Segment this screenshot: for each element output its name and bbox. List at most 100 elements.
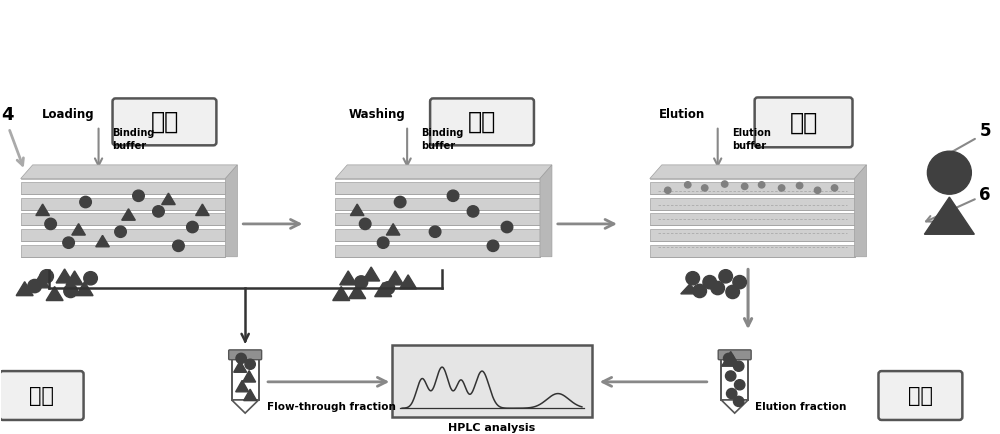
FancyBboxPatch shape	[335, 229, 540, 241]
Text: 洗脱: 洗脱	[789, 110, 818, 135]
Circle shape	[831, 185, 838, 191]
Circle shape	[115, 226, 126, 237]
FancyBboxPatch shape	[335, 182, 540, 194]
Polygon shape	[650, 165, 866, 178]
Circle shape	[429, 226, 441, 237]
Circle shape	[733, 396, 744, 407]
Polygon shape	[333, 286, 350, 300]
Text: 5: 5	[979, 122, 991, 140]
FancyBboxPatch shape	[0, 371, 84, 420]
FancyBboxPatch shape	[755, 98, 853, 147]
Polygon shape	[681, 284, 699, 294]
Circle shape	[778, 185, 785, 191]
Polygon shape	[244, 389, 257, 401]
Polygon shape	[722, 352, 740, 366]
FancyBboxPatch shape	[718, 350, 751, 360]
Circle shape	[84, 272, 97, 285]
Circle shape	[703, 276, 716, 289]
Circle shape	[187, 221, 198, 233]
Text: 上样: 上样	[150, 110, 179, 134]
FancyBboxPatch shape	[113, 99, 216, 145]
Polygon shape	[225, 165, 237, 257]
Text: 淡洗: 淡洗	[468, 110, 496, 134]
Polygon shape	[349, 285, 366, 299]
Polygon shape	[400, 275, 417, 289]
Circle shape	[721, 181, 728, 187]
FancyBboxPatch shape	[650, 197, 855, 210]
Circle shape	[80, 196, 91, 208]
Circle shape	[173, 240, 184, 251]
FancyBboxPatch shape	[21, 197, 225, 210]
Text: Binding
buffer: Binding buffer	[113, 128, 155, 151]
Circle shape	[394, 196, 406, 208]
Polygon shape	[56, 269, 73, 283]
Text: 4: 4	[1, 106, 13, 124]
Polygon shape	[46, 286, 63, 300]
Circle shape	[153, 206, 164, 217]
Circle shape	[723, 353, 734, 363]
Text: Elution: Elution	[659, 108, 705, 121]
Circle shape	[245, 359, 255, 369]
FancyBboxPatch shape	[21, 182, 225, 194]
Text: Elution
buffer: Elution buffer	[732, 128, 771, 151]
FancyBboxPatch shape	[21, 244, 225, 257]
Polygon shape	[66, 271, 83, 285]
Circle shape	[733, 276, 746, 289]
Circle shape	[63, 237, 74, 248]
Circle shape	[927, 151, 971, 194]
Polygon shape	[350, 204, 364, 216]
FancyBboxPatch shape	[335, 244, 540, 257]
Text: Washing: Washing	[349, 108, 406, 121]
Text: Binding
buffer: Binding buffer	[421, 128, 463, 151]
Circle shape	[28, 279, 41, 293]
Text: HPLC analysis: HPLC analysis	[448, 423, 536, 433]
Polygon shape	[196, 204, 209, 216]
Polygon shape	[387, 271, 404, 285]
Circle shape	[382, 282, 395, 294]
Polygon shape	[375, 283, 392, 296]
Polygon shape	[721, 400, 748, 413]
Circle shape	[501, 221, 513, 233]
Polygon shape	[21, 165, 237, 178]
FancyBboxPatch shape	[430, 99, 534, 145]
Circle shape	[814, 187, 821, 194]
Circle shape	[726, 285, 739, 299]
Polygon shape	[335, 165, 552, 178]
Circle shape	[133, 190, 144, 201]
FancyBboxPatch shape	[650, 229, 855, 241]
Circle shape	[741, 183, 748, 190]
Polygon shape	[96, 235, 109, 247]
Circle shape	[711, 281, 724, 295]
Polygon shape	[122, 209, 135, 220]
Circle shape	[734, 380, 745, 390]
Polygon shape	[162, 193, 175, 204]
Circle shape	[733, 361, 744, 372]
Circle shape	[359, 218, 371, 230]
Circle shape	[467, 206, 479, 217]
FancyBboxPatch shape	[721, 359, 748, 400]
Text: 洗脱: 洗脱	[908, 385, 933, 405]
Circle shape	[236, 353, 246, 363]
FancyBboxPatch shape	[21, 229, 225, 241]
Text: 6: 6	[979, 186, 991, 204]
Polygon shape	[232, 400, 259, 413]
Polygon shape	[72, 224, 85, 235]
Text: Loading: Loading	[42, 108, 95, 121]
Polygon shape	[243, 371, 256, 382]
Text: Elution fraction: Elution fraction	[755, 402, 846, 412]
Circle shape	[725, 371, 736, 381]
Circle shape	[693, 284, 707, 298]
Circle shape	[726, 388, 737, 399]
Circle shape	[719, 270, 732, 283]
Polygon shape	[76, 282, 93, 296]
Circle shape	[40, 270, 53, 283]
Polygon shape	[386, 224, 400, 235]
Circle shape	[685, 182, 691, 188]
FancyBboxPatch shape	[335, 197, 540, 210]
Circle shape	[355, 276, 368, 289]
Polygon shape	[234, 361, 247, 372]
Polygon shape	[540, 165, 552, 257]
Polygon shape	[363, 267, 380, 281]
Circle shape	[45, 218, 56, 230]
Circle shape	[796, 182, 803, 189]
